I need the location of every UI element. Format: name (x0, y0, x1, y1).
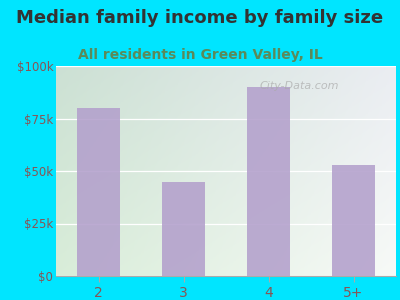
Bar (77, 108, 120, 276)
Text: All residents in Green Valley, IL: All residents in Green Valley, IL (78, 48, 322, 62)
Bar (332, 165, 375, 276)
Bar (162, 182, 205, 276)
Text: Median family income by family size: Median family income by family size (16, 9, 384, 27)
Text: City-Data.com: City-Data.com (260, 81, 340, 91)
Bar (247, 87, 290, 276)
